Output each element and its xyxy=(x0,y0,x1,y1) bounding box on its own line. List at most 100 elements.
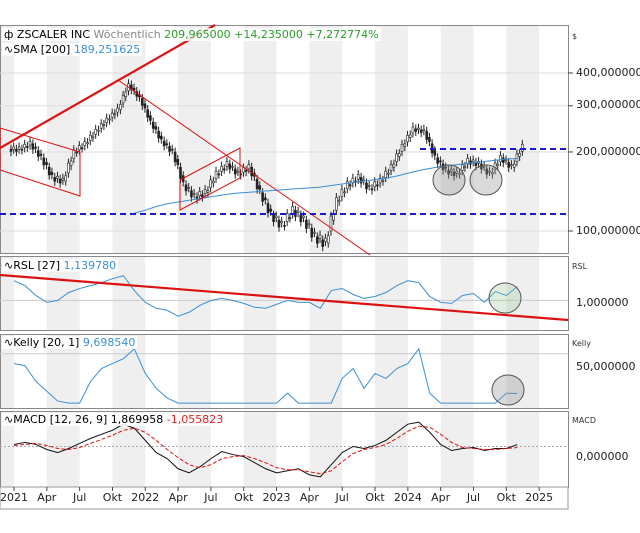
kelly-legend: ∿Kelly [20, 1] 9,698540 xyxy=(2,336,138,349)
candle xyxy=(113,113,117,116)
time-tick: Jul xyxy=(72,491,87,504)
candle xyxy=(359,177,363,184)
candle xyxy=(97,129,100,132)
candle xyxy=(228,163,232,170)
candle xyxy=(162,140,166,147)
candle xyxy=(460,164,464,171)
candle xyxy=(439,160,442,163)
candle xyxy=(116,107,119,113)
candle xyxy=(217,173,221,176)
candle xyxy=(23,143,26,149)
candle xyxy=(389,164,393,171)
price-axis-title: $ xyxy=(572,32,578,41)
kelly-axis-title: Kelly xyxy=(572,339,591,348)
candle xyxy=(86,142,89,145)
candle xyxy=(110,112,114,118)
candle xyxy=(247,164,251,170)
background-band xyxy=(440,25,474,253)
price-tick: 200,000000 xyxy=(576,145,640,158)
kelly-circle xyxy=(491,374,525,406)
candle xyxy=(179,166,182,179)
wave-icon: ∿ xyxy=(4,413,14,426)
candle xyxy=(222,168,226,171)
candle xyxy=(422,129,426,131)
candle xyxy=(31,143,35,150)
background-band xyxy=(178,25,211,253)
candle xyxy=(482,165,486,168)
macd-line xyxy=(13,421,518,478)
background-band xyxy=(309,411,343,487)
background-band xyxy=(0,334,14,408)
time-tick: Okt xyxy=(234,491,254,504)
candle xyxy=(39,153,43,156)
background-band xyxy=(112,25,146,253)
candle xyxy=(480,163,483,170)
time-tick: Apr xyxy=(299,491,319,504)
candle xyxy=(269,208,273,212)
time-axis xyxy=(0,486,569,510)
candle xyxy=(50,171,54,175)
candle xyxy=(53,177,57,182)
candle xyxy=(378,177,382,184)
candle xyxy=(392,163,396,168)
candle xyxy=(373,181,377,187)
macd-value: 1,869958 xyxy=(110,413,164,426)
candle xyxy=(72,149,76,159)
candle xyxy=(425,130,429,140)
candle xyxy=(504,159,508,162)
time-tick: Okt xyxy=(496,491,516,504)
candle xyxy=(356,174,360,180)
background-band xyxy=(243,411,277,487)
candle xyxy=(176,159,180,165)
candle xyxy=(206,190,210,193)
candle xyxy=(266,203,270,214)
candle xyxy=(381,180,385,182)
sma-param: [200] xyxy=(40,43,71,56)
rsl-param: [27] xyxy=(37,259,61,272)
background-band xyxy=(440,334,474,408)
price-tick: 300,000000 xyxy=(576,98,640,111)
candle xyxy=(335,197,338,211)
candle xyxy=(168,146,171,152)
candle xyxy=(26,146,29,148)
candle xyxy=(384,170,387,178)
time-tick: 2025 xyxy=(525,491,554,504)
candle xyxy=(408,134,412,138)
candle xyxy=(400,143,404,152)
candle xyxy=(280,220,283,224)
candle xyxy=(105,117,108,123)
candle xyxy=(149,115,152,121)
candle xyxy=(154,126,158,130)
candle xyxy=(274,215,278,218)
rsl-trendline xyxy=(0,273,569,322)
candle xyxy=(337,199,341,202)
candle xyxy=(220,165,223,172)
candle xyxy=(515,153,519,162)
background-band xyxy=(375,334,408,408)
candle xyxy=(99,123,103,129)
candle xyxy=(370,188,374,191)
candle xyxy=(119,104,122,110)
last-price: 209,965000 xyxy=(164,28,231,41)
time-tick: Jul xyxy=(466,491,481,504)
macd-tick: 0,000000 xyxy=(576,450,629,463)
interval: Wöchentlich xyxy=(93,28,161,41)
candle xyxy=(94,129,97,135)
candle xyxy=(78,145,81,151)
candle xyxy=(419,129,423,133)
candle xyxy=(203,189,207,194)
candle xyxy=(83,141,87,147)
candle xyxy=(132,87,136,91)
candle xyxy=(45,162,48,165)
trendline-up xyxy=(0,24,216,149)
candle xyxy=(264,197,267,201)
candle xyxy=(491,172,494,175)
candle xyxy=(395,153,398,162)
candle xyxy=(302,215,305,218)
candle xyxy=(15,148,18,152)
candle xyxy=(411,126,415,134)
rsl-legend: ∿RSL [27] 1,139780 xyxy=(2,259,119,272)
time-tick: Okt xyxy=(102,491,123,504)
candle xyxy=(47,166,51,176)
